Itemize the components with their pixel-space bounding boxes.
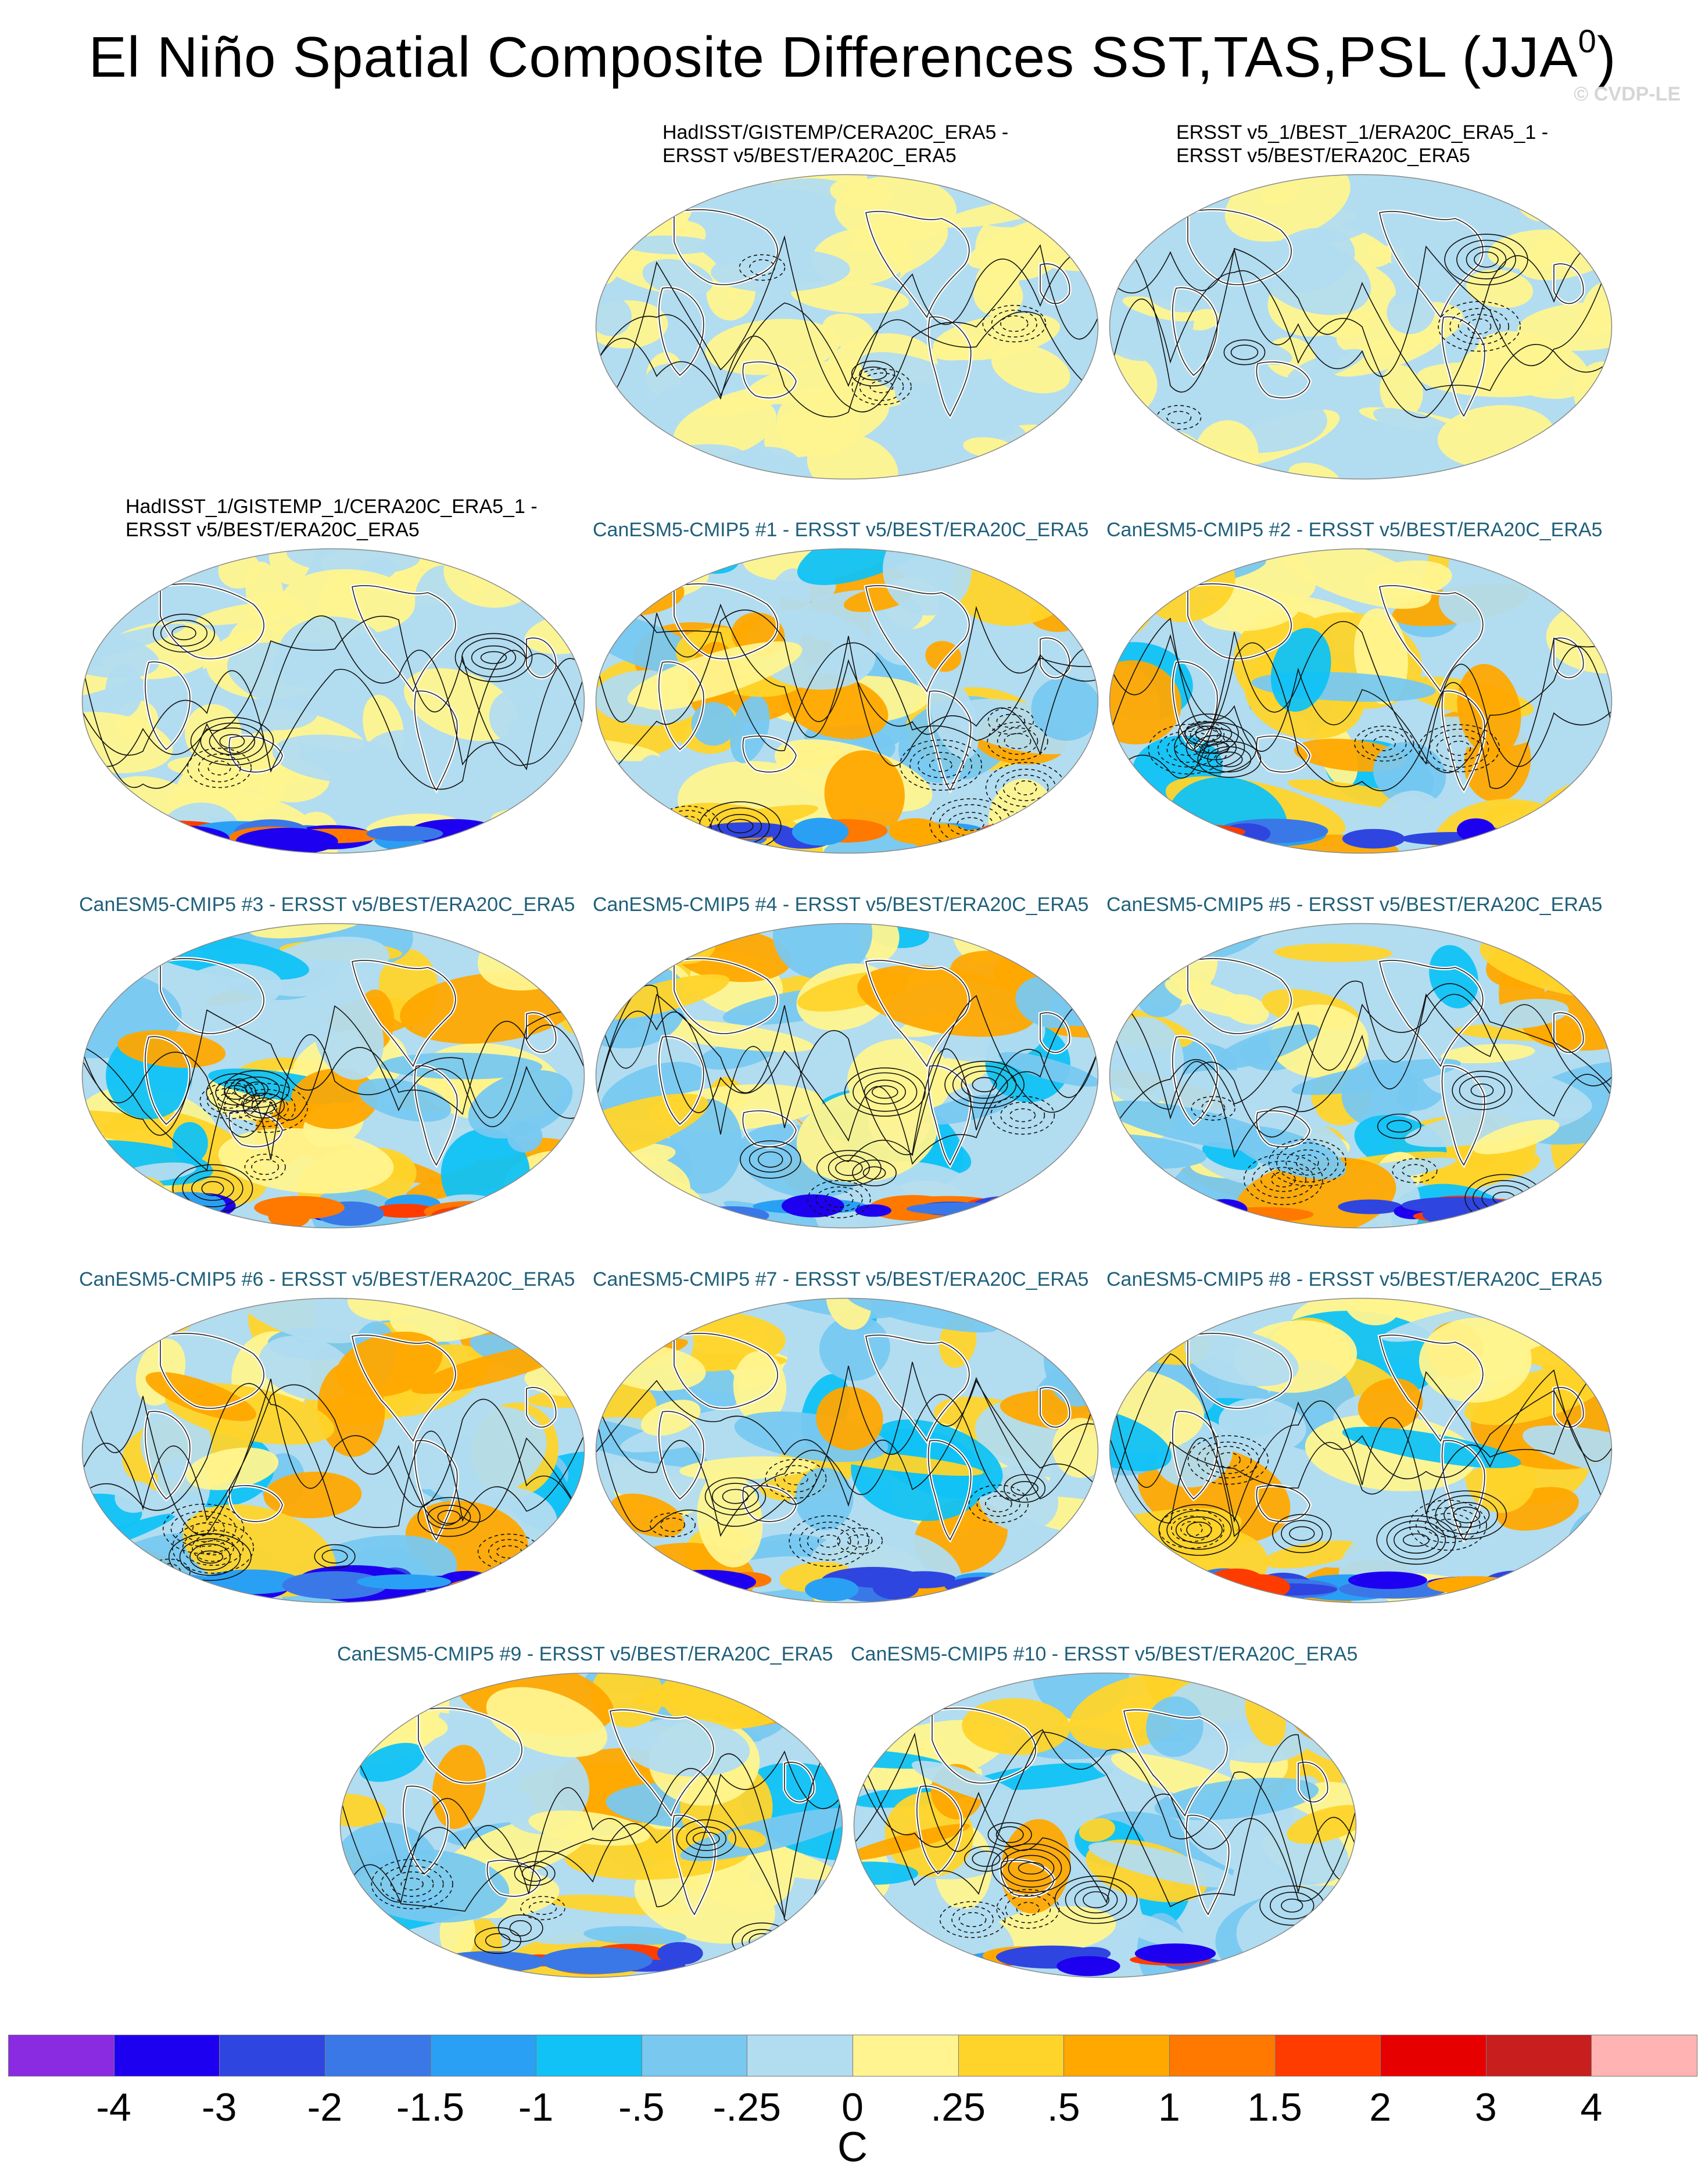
- title-close: ): [1596, 25, 1617, 89]
- title-superscript: 0: [1578, 23, 1597, 59]
- colorbar-unit: C: [837, 2124, 868, 2171]
- colorbar-tick-label: -.25: [712, 2085, 781, 2129]
- panel-title: HadISST_1/GISTEMP_1/CERA20C_ERA5_1 - ERSS…: [126, 495, 707, 541]
- colorbar-segment: [1169, 2035, 1276, 2077]
- colorbar-tick-label: -1: [518, 2085, 554, 2129]
- robinson-map: [79, 1296, 588, 1605]
- panel-title: CanESM5-CMIP5 #4 - ERSST v5/BEST/ERA20C_…: [593, 893, 1174, 916]
- colorbar-segment: [1591, 2035, 1697, 2077]
- colorbar-segment: [113, 2035, 220, 2077]
- colorbar-tick-label: .5: [1047, 2085, 1080, 2129]
- panel-title: CanESM5-CMIP5 #10 - ERSST v5/BEST/ERA20C…: [851, 1643, 1432, 1666]
- panel-title: CanESM5-CMIP5 #7 - ERSST v5/BEST/ERA20C_…: [593, 1268, 1174, 1291]
- colorbar-tick-label: 0: [841, 2085, 864, 2129]
- colorbar-segment: [430, 2035, 537, 2077]
- panel-title-line1: ERSST v5_1/BEST_1/ERA20C_ERA5_1 -: [1176, 121, 1549, 144]
- colorbar-segment: [958, 2035, 1065, 2077]
- colorbar-tick-label: -2: [307, 2085, 343, 2129]
- panel-title: CanESM5-CMIP5 #9 - ERSST v5/BEST/ERA20C_…: [337, 1643, 918, 1666]
- panel-title: HadISST/GISTEMP/CERA20C_ERA5 - ERSST v5/B…: [662, 121, 1244, 167]
- colorbar-segment: [219, 2035, 325, 2077]
- panel-title-line1: CanESM5-CMIP5 #8 - ERSST v5/BEST/ERA20C_…: [1106, 1268, 1603, 1290]
- panel-title: ERSST v5_1/BEST_1/ERA20C_ERA5_1 - ERSST v…: [1176, 121, 1705, 167]
- panel-title: CanESM5-CMIP5 #8 - ERSST v5/BEST/ERA20C_…: [1106, 1268, 1688, 1291]
- panel-title: CanESM5-CMIP5 #2 - ERSST v5/BEST/ERA20C_…: [1106, 518, 1688, 541]
- panel-title: CanESM5-CMIP5 #1 - ERSST v5/BEST/ERA20C_…: [593, 518, 1174, 541]
- panel-title-line2: ERSST v5/BEST/ERA20C_ERA5: [1176, 145, 1470, 167]
- panel-title: CanESM5-CMIP5 #5 - ERSST v5/BEST/ERA20C_…: [1106, 893, 1688, 916]
- robinson-map: [593, 546, 1101, 856]
- robinson-map: [593, 172, 1101, 482]
- title-text: El Niño Spatial Composite Differences SS…: [88, 25, 1578, 89]
- colorbar-tick-label: 2: [1369, 2085, 1392, 2129]
- colorbar-segment: [747, 2035, 853, 2077]
- panel-title-line1: HadISST/GISTEMP/CERA20C_ERA5 -: [662, 121, 1009, 144]
- colorbar-tick-label: -3: [202, 2085, 237, 2129]
- colorbar-segment: [324, 2035, 431, 2077]
- panel-title: CanESM5-CMIP5 #6 - ERSST v5/BEST/ERA20C_…: [79, 1268, 660, 1291]
- robinson-map: [851, 1670, 1359, 1980]
- panel-title-line2: ERSST v5/BEST/ERA20C_ERA5: [126, 519, 420, 541]
- colorbar-segment: [641, 2035, 748, 2077]
- colorbar-segment: [1063, 2035, 1170, 2077]
- colorbar-tick-label: -4: [96, 2085, 131, 2129]
- colorbar-tick-label: 1: [1158, 2085, 1180, 2129]
- robinson-map: [1106, 546, 1615, 856]
- robinson-map: [593, 1296, 1101, 1605]
- panel-title-line1: CanESM5-CMIP5 #10 - ERSST v5/BEST/ERA20C…: [851, 1643, 1358, 1665]
- panel-title-line1: CanESM5-CMIP5 #3 - ERSST v5/BEST/ERA20C_…: [79, 894, 575, 916]
- colorbar-segment: [8, 2035, 114, 2077]
- figure-title: El Niño Spatial Composite Differences SS…: [0, 22, 1705, 90]
- panel-title-line1: CanESM5-CMIP5 #9 - ERSST v5/BEST/ERA20C_…: [337, 1643, 833, 1665]
- panel-title-line1: CanESM5-CMIP5 #5 - ERSST v5/BEST/ERA20C_…: [1106, 894, 1603, 916]
- robinson-map: [1106, 172, 1615, 482]
- robinson-map: [1106, 1296, 1615, 1605]
- colorbar-tick-label: 1.5: [1247, 2085, 1302, 2129]
- robinson-map: [593, 921, 1101, 1231]
- robinson-map: [79, 921, 588, 1231]
- colorbar-segment: [1380, 2035, 1486, 2077]
- colorbar-tick-label: .25: [930, 2085, 986, 2129]
- colorbar: [8, 2035, 1697, 2077]
- robinson-map: [79, 546, 588, 856]
- panel-title-line1: HadISST_1/GISTEMP_1/CERA20C_ERA5_1 -: [126, 496, 538, 518]
- colorbar-segment: [1485, 2035, 1592, 2077]
- colorbar-tick-label: 3: [1474, 2085, 1497, 2129]
- colorbar-segment: [536, 2035, 642, 2077]
- credit-text: © CVDP-LE: [1574, 83, 1681, 105]
- panel-title-line1: CanESM5-CMIP5 #1 - ERSST v5/BEST/ERA20C_…: [593, 519, 1089, 541]
- panel-title-line1: CanESM5-CMIP5 #6 - ERSST v5/BEST/ERA20C_…: [79, 1268, 575, 1290]
- colorbar-tick-label: -.5: [618, 2085, 665, 2129]
- colorbar-segment: [1274, 2035, 1381, 2077]
- panel-title: CanESM5-CMIP5 #3 - ERSST v5/BEST/ERA20C_…: [79, 893, 660, 916]
- colorbar-tick-label: -1.5: [396, 2085, 465, 2129]
- panel-title-line1: CanESM5-CMIP5 #4 - ERSST v5/BEST/ERA20C_…: [593, 894, 1089, 916]
- panel-title-line1: CanESM5-CMIP5 #2 - ERSST v5/BEST/ERA20C_…: [1106, 519, 1603, 541]
- robinson-map: [1106, 921, 1615, 1231]
- colorbar-tick-label: 4: [1580, 2085, 1603, 2129]
- panel-title-line1: CanESM5-CMIP5 #7 - ERSST v5/BEST/ERA20C_…: [593, 1268, 1089, 1290]
- colorbar-segment: [852, 2035, 959, 2077]
- robinson-map: [337, 1670, 846, 1980]
- panel-title-line2: ERSST v5/BEST/ERA20C_ERA5: [662, 145, 957, 167]
